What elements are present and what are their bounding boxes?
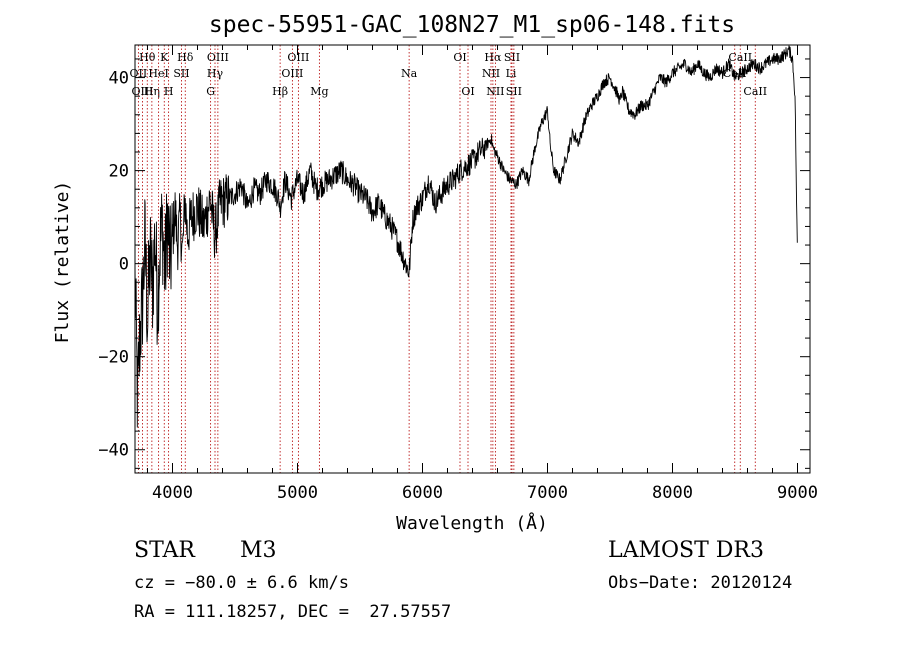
y-tick-label: −20 (98, 348, 129, 368)
line-label: CaII (728, 51, 752, 64)
line-label: NII (486, 85, 504, 98)
line-label: Na (401, 67, 418, 80)
line-label: G (206, 85, 215, 98)
line-label: CaII (743, 85, 767, 98)
redshift-text: cz = −80.0 ± 6.6 km/s (134, 573, 349, 593)
line-label: SII (506, 85, 522, 98)
plot-frame (134, 44, 811, 474)
line-label: Hα (484, 51, 502, 64)
y-axis-label: Flux (relative) (52, 181, 73, 344)
x-tick-label: 9000 (777, 483, 818, 503)
line-label: HeI (148, 67, 168, 80)
chart-title: spec-55951-GAC_108N27_M1_sp06-148.fits (209, 12, 735, 38)
line-label: OI (453, 51, 466, 64)
line-label: NII (482, 67, 500, 80)
y-tick-label: −40 (98, 441, 129, 461)
line-label: OIII (281, 67, 303, 80)
line-label: Hθ (139, 51, 156, 64)
x-tick-label: 5000 (277, 483, 318, 503)
line-label: OIII (287, 51, 309, 64)
x-axis-label: Wavelength (Å) (396, 512, 548, 534)
line-label: Li (506, 67, 517, 80)
line-label: Mg (310, 85, 328, 98)
line-label: H (164, 85, 174, 98)
x-tick-label: 6000 (402, 483, 443, 503)
x-tick-label: 7000 (527, 483, 568, 503)
obs-date-text: Obs−Date: 20120124 (608, 573, 793, 593)
line-label: OI (461, 85, 474, 98)
y-tick-label: 40 (109, 69, 129, 89)
line-label: Hγ (207, 67, 224, 80)
coords-text: RA = 111.18257, DEC = 27.57557 (134, 602, 452, 622)
survey-label: LAMOST DR3 (608, 538, 764, 563)
series-flux (134, 45, 798, 428)
line-label: K (160, 51, 169, 64)
line-label: OIII (207, 51, 229, 64)
y-tick-label: 0 (119, 255, 129, 275)
object-class: STAR (134, 538, 195, 563)
object-subclass: M3 (240, 538, 277, 563)
line-label: SII (504, 51, 520, 64)
line-label: OIII (131, 85, 153, 98)
x-tick-label: 4000 (152, 483, 193, 503)
line-label: SII (173, 67, 189, 80)
line-label: Hδ (177, 51, 194, 64)
line-label: Hβ (272, 85, 288, 98)
line-label: Hη (144, 85, 160, 98)
y-tick-label: 20 (109, 162, 129, 182)
x-tick-label: 8000 (652, 483, 693, 503)
